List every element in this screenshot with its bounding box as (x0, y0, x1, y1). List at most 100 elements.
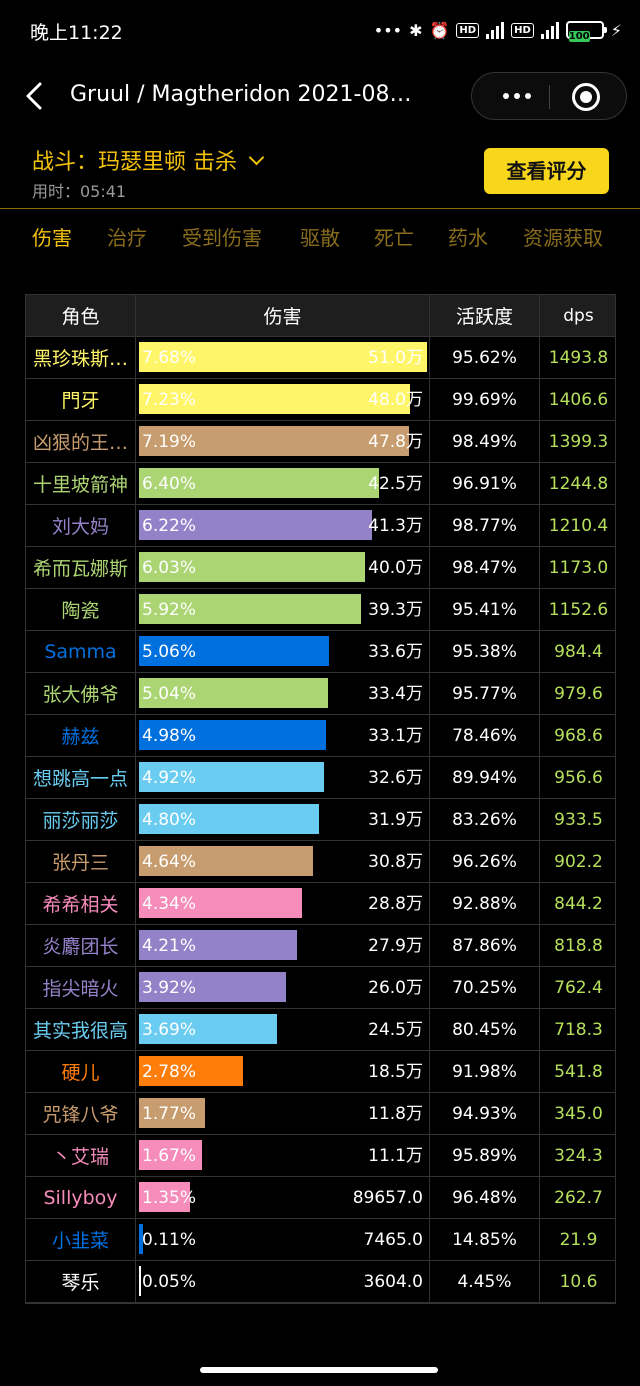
player-name-cell: 門牙 (26, 379, 136, 420)
dps-cell: 10.6 (559, 1271, 598, 1292)
player-name: 指尖暗火 (42, 978, 119, 1000)
table-row[interactable]: 小韭菜 0.11% 7465.0 14.85% 21.9 (26, 1219, 615, 1261)
damage-bar (139, 1224, 144, 1254)
table-row[interactable]: 門牙 7.23% 48.0万 99.69% 1406.6 (26, 379, 615, 421)
activity-cell: 80.45% (430, 1009, 540, 1050)
player-name: Samma (44, 640, 117, 663)
table-row[interactable]: 张丹三 4.64% 30.8万 96.26% 902.2 (26, 841, 615, 883)
dps-cell: 1152.6 (548, 599, 609, 620)
table-row[interactable]: 凶狠的王… 7.19% 47.8万 98.49% 1399.3 (26, 421, 615, 463)
fight-selector[interactable]: 战斗：玛瑟里顿 击杀 (32, 144, 265, 176)
player-name: 想跳高一点 (32, 768, 128, 790)
table-row[interactable]: 指尖暗火 3.92% 26.0万 70.25% 762.4 (26, 967, 615, 1009)
dps-cell: 1173.0 (548, 557, 609, 578)
damage-bar (139, 1140, 202, 1170)
more-icon[interactable] (492, 73, 542, 119)
table-row[interactable]: 陶瓷 5.92% 39.3万 95.41% 1152.6 (26, 589, 615, 631)
dps-cell: 818.8 (554, 935, 603, 956)
charging-icon: ⚡ (610, 20, 622, 40)
damage-amount: 11.8万 (368, 1104, 423, 1124)
table-row[interactable]: 赫兹 4.98% 33.1万 78.46% 968.6 (26, 715, 615, 757)
table-row[interactable]: 希希相关 4.34% 28.8万 92.88% 844.2 (26, 883, 615, 925)
damage-percent: 5.04% (142, 684, 197, 704)
header-damage[interactable]: 伤害 (136, 295, 430, 336)
player-name-cell: 张大佛爷 (26, 673, 136, 714)
activity-cell: 96.91% (430, 463, 540, 504)
table-row[interactable]: 其实我很高 3.69% 24.5万 80.45% 718.3 (26, 1009, 615, 1051)
player-name: 十里坡箭神 (32, 474, 128, 496)
damage-cell: 7.23% 48.0万 (136, 379, 430, 420)
table-row[interactable]: 炎麝团长 4.21% 27.9万 87.86% 818.8 (26, 925, 615, 967)
damage-amount: 89657.0 (352, 1188, 423, 1208)
player-name: 丶艾瑞 (51, 1146, 109, 1168)
tab-deaths[interactable]: 死亡 (374, 226, 414, 250)
activity-cell: 95.62% (430, 337, 540, 378)
damage-percent: 4.64% (142, 852, 197, 872)
status-time: 晚上11:22 (30, 22, 123, 44)
tab-damage-taken[interactable]: 受到伤害 (182, 226, 262, 250)
player-name: 小韭菜 (51, 1230, 109, 1252)
player-name: 张丹三 (51, 852, 109, 874)
bluetooth-icon: ✱ (409, 20, 423, 40)
table-row[interactable]: 黑珍珠斯… 7.68% 51.0万 95.62% 1493.8 (26, 337, 615, 379)
damage-bar (139, 678, 328, 708)
table-row[interactable]: 刘大妈 6.22% 41.3万 98.77% 1210.4 (26, 505, 615, 547)
table-row[interactable]: Sillyboy 1.35% 89657.0 96.48% 262.7 (26, 1177, 615, 1219)
damage-amount: 11.1万 (368, 1146, 423, 1166)
player-name: 硬儿 (61, 1062, 100, 1084)
damage-bar (139, 468, 379, 498)
damage-percent: 5.06% (142, 642, 197, 662)
damage-bar (139, 510, 373, 540)
table-row[interactable]: 张大佛爷 5.04% 33.4万 95.77% 979.6 (26, 673, 615, 715)
signal-icon (486, 21, 505, 39)
player-name: 希而瓦娜斯 (32, 558, 128, 580)
table-row[interactable]: 丶艾瑞 1.67% 11.1万 95.89% 324.3 (26, 1135, 615, 1177)
damage-percent: 4.98% (142, 726, 197, 746)
player-name-cell: 希而瓦娜斯 (26, 547, 136, 588)
player-name: 希希相关 (42, 894, 119, 916)
damage-bar (139, 804, 319, 834)
player-name-cell: 黑珍珠斯… (26, 337, 136, 378)
player-name-cell: 十里坡箭神 (26, 463, 136, 504)
tab-dispels[interactable]: 驱散 (300, 226, 340, 250)
damage-table: 角色 伤害 活跃度 dps 黑珍珠斯… 7.68% 51.0万 95.62% 1493.… (25, 294, 616, 1304)
damage-amount: 51.0万 (368, 348, 423, 368)
damage-bar (139, 384, 411, 414)
player-name-cell: 赫兹 (26, 715, 136, 756)
activity-cell: 78.46% (430, 715, 540, 756)
player-name: 黑珍珠斯… (32, 348, 128, 370)
tab-damage[interactable]: 伤害 (32, 226, 72, 250)
table-row[interactable]: 想跳高一点 4.92% 32.6万 89.94% 956.6 (26, 757, 615, 799)
header-dps[interactable]: dps (563, 305, 594, 326)
damage-amount: 39.3万 (368, 600, 423, 620)
player-name: 門牙 (61, 390, 100, 412)
close-mini-program-icon[interactable] (572, 83, 600, 111)
tab-resources[interactable]: 资源获取 (523, 226, 603, 250)
tab-healing[interactable]: 治疗 (107, 226, 147, 250)
player-name: 丽莎丽莎 (42, 810, 119, 832)
player-name-cell: Sillyboy (26, 1177, 136, 1218)
view-rating-button[interactable]: 查看评分 (484, 148, 609, 194)
damage-percent: 0.05% (142, 1272, 197, 1292)
damage-percent: 4.92% (142, 768, 197, 788)
header-activity[interactable]: 活跃度 (430, 295, 540, 336)
damage-cell: 4.64% 30.8万 (136, 841, 430, 882)
table-row[interactable]: 硬儿 2.78% 18.5万 91.98% 541.8 (26, 1051, 615, 1093)
nav-bar: Gruul / Magtheridon 2021-08… (0, 68, 640, 124)
activity-cell: 95.77% (430, 673, 540, 714)
table-row[interactable]: 琴乐 0.05% 3604.0 4.45% 10.6 (26, 1261, 615, 1303)
table-row[interactable]: Samma 5.06% 33.6万 95.38% 984.4 (26, 631, 615, 673)
damage-amount: 24.5万 (368, 1020, 423, 1040)
damage-bar (139, 1014, 278, 1044)
table-row[interactable]: 丽莎丽莎 4.80% 31.9万 83.26% 933.5 (26, 799, 615, 841)
table-row[interactable]: 十里坡箭神 6.40% 42.5万 96.91% 1244.8 (26, 463, 615, 505)
back-icon[interactable] (22, 80, 50, 112)
activity-cell: 95.89% (430, 1135, 540, 1176)
tab-potions[interactable]: 药水 (448, 226, 488, 250)
damage-bar (139, 594, 361, 624)
header-name[interactable]: 角色 (26, 295, 136, 336)
table-row[interactable]: 希而瓦娜斯 6.03% 40.0万 98.47% 1173.0 (26, 547, 615, 589)
damage-cell: 5.92% 39.3万 (136, 589, 430, 630)
table-row[interactable]: 咒锋八爷 1.77% 11.8万 94.93% 345.0 (26, 1093, 615, 1135)
activity-cell: 98.49% (430, 421, 540, 462)
